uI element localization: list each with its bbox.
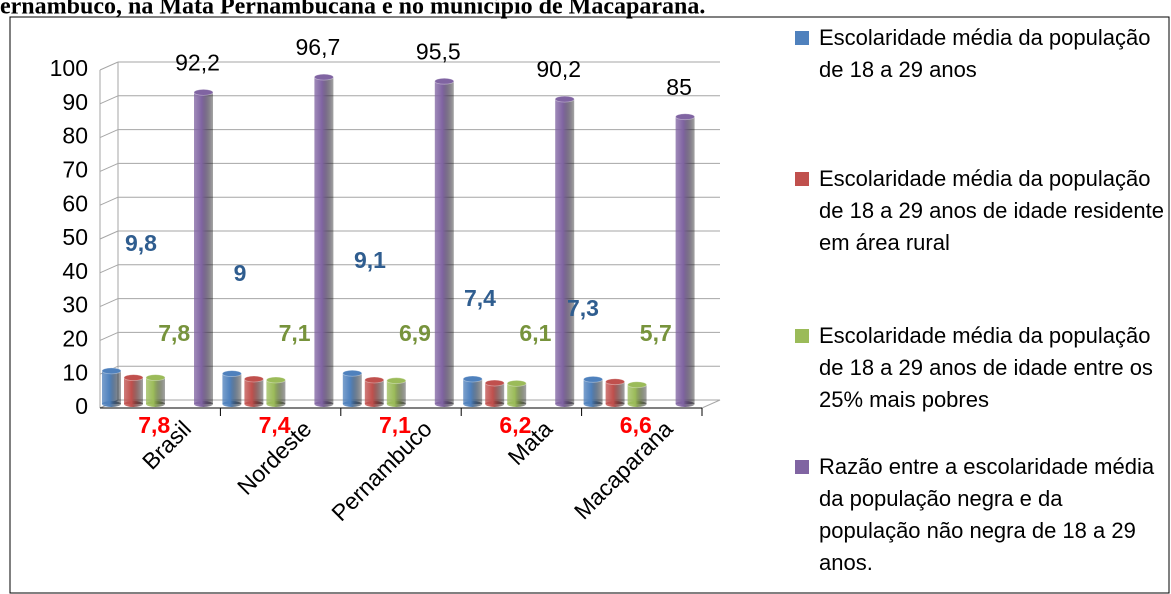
y-tick: [99, 196, 119, 206]
bar: [386, 377, 407, 407]
value-label: 6,9: [399, 320, 431, 346]
value-label: 95,5: [416, 38, 461, 64]
bar: [605, 378, 625, 407]
value-label: 6,6: [620, 412, 652, 438]
y-tick: [99, 230, 119, 240]
bar: [123, 374, 144, 407]
y-tick: [99, 95, 119, 105]
y-tick: [99, 331, 119, 341]
value-label: 9,1: [354, 247, 386, 273]
bar: [462, 375, 483, 407]
bar: [243, 375, 264, 407]
value-label: 7,8: [158, 320, 190, 346]
bar: [554, 95, 575, 407]
bar: [313, 73, 334, 407]
bar: [364, 376, 385, 407]
y-tick-label: 50: [62, 224, 88, 250]
y-tick-label: 0: [75, 393, 88, 419]
chart-border: [9, 16, 1170, 594]
value-label: 7,1: [279, 320, 311, 346]
bar: [221, 370, 242, 407]
bar: [675, 113, 695, 407]
value-label: 6,2: [499, 412, 531, 438]
value-label: 7,1: [379, 412, 411, 438]
y-tick-label: 10: [62, 359, 88, 385]
value-label: 96,7: [296, 34, 341, 60]
y-tick: [99, 61, 119, 71]
bar: [101, 367, 122, 407]
floor: [99, 399, 721, 409]
value-label: 7,3: [567, 295, 599, 321]
y-tick-label: 80: [62, 123, 88, 149]
value-label: 7,8: [138, 412, 170, 438]
bar: [434, 77, 455, 407]
bar: [265, 376, 286, 407]
y-tick: [99, 298, 119, 308]
y-tick-label: 90: [62, 89, 88, 115]
bar: [145, 374, 166, 407]
y-tick-label: 40: [62, 258, 88, 284]
y-tick-label: 20: [62, 325, 88, 351]
bar: [484, 379, 505, 407]
chart-title: ernambuco, na Mata Pernambucana e no mun…: [0, 0, 705, 20]
value-label: 90,2: [536, 56, 581, 82]
y-tick-label: 100: [50, 55, 88, 81]
value-label: 85: [666, 74, 692, 100]
y-tick: [99, 264, 119, 274]
value-label: 6,1: [519, 320, 551, 346]
bar: [627, 381, 647, 407]
bar: [342, 369, 363, 407]
y-tick-label: 30: [62, 292, 88, 318]
bar: [583, 375, 603, 407]
value-label: 7,4: [464, 285, 496, 311]
value-label: 92,2: [175, 49, 220, 75]
bar: [193, 88, 214, 407]
value-label: 9,8: [125, 230, 157, 256]
y-tick-label: 60: [62, 190, 88, 216]
y-tick-label: 70: [62, 156, 88, 182]
value-label: 5,7: [640, 320, 672, 346]
y-tick: [99, 162, 119, 172]
bar: [506, 379, 527, 407]
y-tick: [99, 129, 119, 139]
value-label: 9: [234, 260, 247, 286]
value-label: 7,4: [259, 412, 291, 438]
